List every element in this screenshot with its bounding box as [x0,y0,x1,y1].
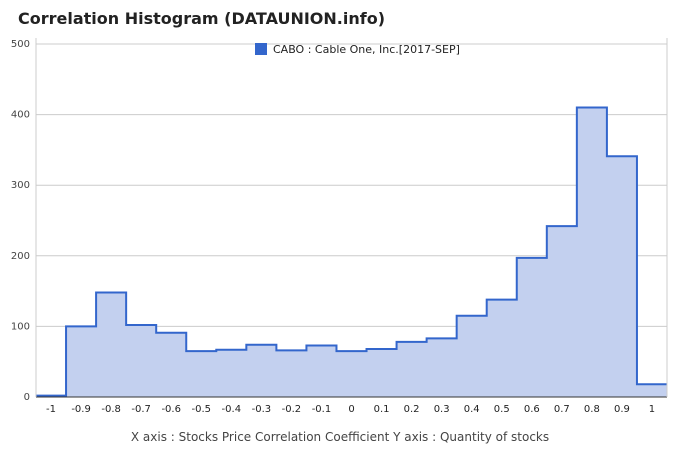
x-tick-label: 1 [649,404,655,415]
x-tick-label: -1 [46,404,56,415]
x-tick-label: -0.1 [312,404,332,415]
histogram-bin[interactable] [487,300,517,397]
x-tick-label: -0.4 [222,404,242,415]
y-tick-label: 400 [11,110,30,121]
x-tick-label: -0.5 [192,404,212,415]
histogram-bin[interactable] [306,345,336,397]
histogram-bin[interactable] [517,258,547,397]
y-tick-label: 300 [11,180,30,191]
y-tick-label: 0 [24,392,30,403]
x-tick-label: -0.8 [101,404,121,415]
x-tick-label: 0.6 [524,404,540,415]
x-tick-label: 0.7 [554,404,570,415]
x-tick-label: -0.6 [161,404,181,415]
x-tick-labels: -1 -0.9 -0.8 -0.7 -0.6 -0.5 -0.4 -0.3 -0.2 -0.1 0 0… [46,404,655,415]
x-tick-label: -0.9 [71,404,91,415]
x-tick-label: 0.4 [464,404,480,415]
x-tick-label: -0.2 [282,404,302,415]
legend-label[interactable]: CABO : Cable One, Inc.[2017-SEP] [273,43,460,56]
histogram-bin[interactable] [367,349,397,397]
series-area-fill [36,107,667,397]
histogram-bin[interactable] [276,350,306,397]
series-line [36,106,667,397]
histogram-bin[interactable] [216,350,246,397]
histogram-bin[interactable] [246,345,276,397]
x-tick-label: 0.2 [404,404,420,415]
histogram-bin[interactable] [427,338,457,397]
histogram-bin[interactable] [457,316,487,397]
x-tick-label: 0.1 [374,404,390,415]
histogram-bin[interactable] [66,326,96,397]
x-tick-label: -0.7 [131,404,151,415]
legend-swatch[interactable] [255,43,267,55]
histogram-bin[interactable] [156,333,186,397]
x-tick-label: 0.9 [614,404,630,415]
x-tick-label: -0.3 [252,404,272,415]
y-tick-label: 500 [11,39,30,50]
y-tick-labels: 0 100 200 300 400 500 [11,39,30,403]
histogram-bin[interactable] [96,293,126,397]
y-tick-label: 200 [11,251,30,262]
x-tick-label: 0.5 [494,404,510,415]
axes [35,38,668,398]
histogram-bin[interactable] [397,342,427,397]
histogram-bin[interactable] [547,226,577,397]
legend[interactable]: CABO : Cable One, Inc.[2017-SEP] [255,43,460,56]
histogram-bin[interactable] [637,384,667,397]
x-tick-label: 0 [348,404,354,415]
histogram-bin[interactable] [607,156,637,397]
series-area-layer [36,106,667,397]
histogram-bin[interactable] [336,351,366,397]
histogram-bin[interactable] [126,325,156,397]
x-tick-label: 0.3 [434,404,450,415]
chart-title: Correlation Histogram (DATAUNION.info) [18,9,385,28]
histogram-bin[interactable] [186,351,216,397]
y-tick-label: 100 [11,321,30,332]
x-tick-label: 0.8 [584,404,600,415]
histogram-bin[interactable] [577,108,607,397]
axis-caption: X axis : Stocks Price Correlation Coeffi… [130,430,550,444]
